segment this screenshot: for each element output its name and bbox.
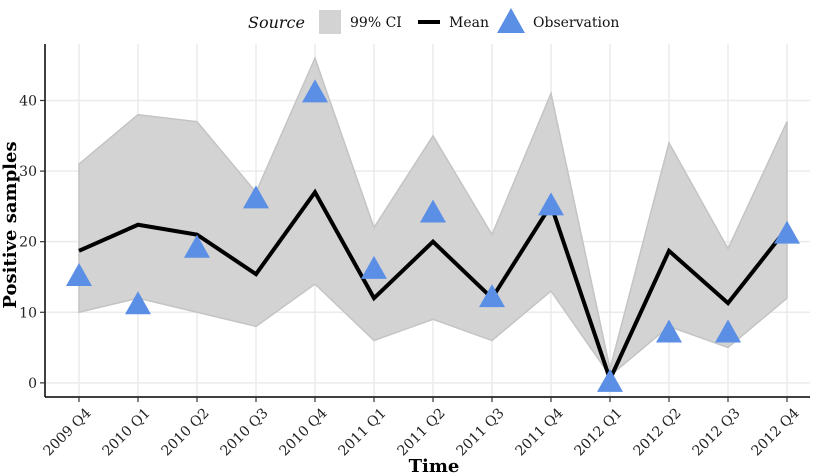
legend-ci-swatch xyxy=(319,10,341,34)
legend-observation-label: Observation xyxy=(533,15,619,31)
legend: Source 99% CI Mean Observation xyxy=(248,8,619,34)
observation-point xyxy=(715,319,741,343)
observation-point xyxy=(656,319,682,343)
y-axis-title: Positive samples xyxy=(0,141,21,308)
legend-mean-label: Mean xyxy=(449,15,489,31)
x-tick-label: 2010 Q1 xyxy=(100,405,154,459)
x-tick-label: 2011 Q3 xyxy=(454,405,508,459)
x-tick-label: 2009 Q4 xyxy=(41,405,95,459)
x-tick-label: 2010 Q4 xyxy=(277,405,331,459)
y-tick-label: 30 xyxy=(19,164,37,180)
legend-ci-label: 99% CI xyxy=(350,15,402,31)
x-tick-label: 2010 Q2 xyxy=(159,405,213,459)
observation-point xyxy=(66,262,92,286)
x-axis: 2009 Q4 2010 Q1 2010 Q2 2010 Q3 2010 Q4 2011 … xyxy=(41,397,803,459)
x-axis-title: Time xyxy=(409,456,460,475)
y-tick-label: 10 xyxy=(19,305,37,321)
x-tick-label: 2011 Q4 xyxy=(513,405,567,459)
y-tick-label: 20 xyxy=(19,235,37,251)
y-tick-label: 40 xyxy=(19,93,37,109)
observation-point xyxy=(184,234,210,258)
observation-point xyxy=(479,284,505,308)
x-tick-label: 2011 Q2 xyxy=(395,405,449,459)
x-tick-label: 2012 Q3 xyxy=(690,405,744,459)
mean-line xyxy=(78,188,789,385)
observation-point xyxy=(243,185,269,209)
observation-point xyxy=(125,291,151,315)
legend-title: Source xyxy=(248,13,305,32)
y-tick-label: 0 xyxy=(28,376,37,392)
observation-point xyxy=(302,79,328,103)
x-tick-label: 2011 Q1 xyxy=(336,405,390,459)
x-tick-label: 2012 Q2 xyxy=(631,405,685,459)
observation-point xyxy=(774,220,800,244)
y-axis: 0 10 20 30 40 xyxy=(19,93,45,392)
x-tick-label: 2012 Q4 xyxy=(749,405,803,459)
observation-point xyxy=(538,192,564,216)
observation-point xyxy=(597,368,623,392)
observation-point xyxy=(361,255,387,279)
observations xyxy=(66,79,800,392)
x-tick-label: 2010 Q3 xyxy=(218,405,272,459)
legend-observation-icon xyxy=(497,8,525,33)
observation-point xyxy=(420,199,446,223)
x-tick-label: 2012 Q1 xyxy=(572,405,626,459)
